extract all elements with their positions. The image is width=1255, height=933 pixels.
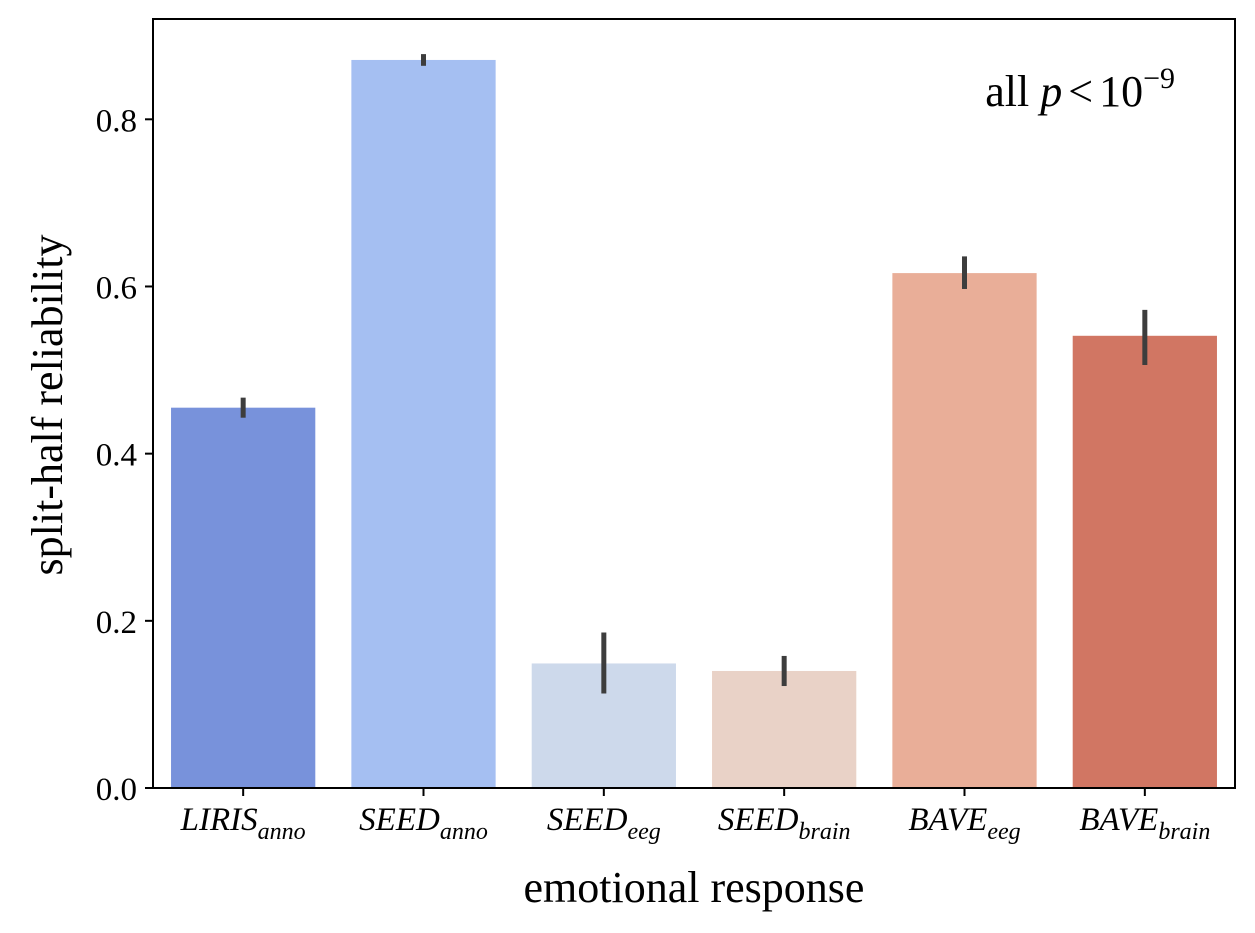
y-tick-label: 0.2 <box>96 605 137 641</box>
bar-BAVEbrain <box>1072 335 1217 788</box>
y-tick-label: 0.6 <box>96 270 137 306</box>
x-tick-label-subscript: brain <box>798 819 850 845</box>
x-tick-label-subscript: brain <box>1158 819 1210 845</box>
bar-SEEDanno <box>351 59 496 789</box>
error-bars-group <box>240 54 1148 694</box>
y-axis: 0.0 0.2 0.4 0.6 0.8 <box>96 103 153 808</box>
x-tick-label-LIRISanno: LIRISanno <box>180 802 306 845</box>
y-axis-title: split-half reliability <box>23 235 72 576</box>
x-tick-label-BAVEeeg: BAVEeeg <box>908 802 1020 845</box>
x-tick-label-base: SEED <box>718 802 799 838</box>
x-tick-label-SEEDanno: SEEDanno <box>359 802 488 845</box>
x-tick-label-subscript: anno <box>440 819 488 845</box>
significance-annotation: all p <10−9 <box>985 62 1175 116</box>
x-tick-label-subscript: eeg <box>987 819 1020 845</box>
bar-SEEDbrain <box>712 670 857 788</box>
x-tick-label-base: BAVE <box>1079 802 1158 838</box>
x-axis: LIRISanno SEEDanno SEEDeeg SEEDbrain BAVEeeg… <box>180 788 1210 845</box>
y-tick-label: 0.0 <box>96 772 137 808</box>
bar-BAVEeeg <box>892 273 1037 788</box>
x-tick-label-base: SEED <box>359 802 440 838</box>
y-tick-label: 0.4 <box>96 438 137 474</box>
bar-LIRISanno <box>171 407 316 788</box>
x-tick-label-base: SEED <box>547 802 628 838</box>
plot-frame <box>152 18 1236 789</box>
bars-group <box>171 59 1217 789</box>
annotation-exponent: −9 <box>1143 62 1175 95</box>
x-tick-label-SEEDeeg: SEEDeeg <box>547 802 661 845</box>
x-tick-label-base: LIRIS <box>180 802 258 838</box>
x-tick-label-BAVEbrain: BAVEbrain <box>1079 802 1210 845</box>
x-tick-label-subscript: anno <box>258 819 306 845</box>
x-axis-title: emotional response <box>524 863 865 912</box>
x-tick-label-SEEDbrain: SEEDbrain <box>718 802 851 845</box>
annotation-base: 10 <box>1099 67 1143 116</box>
x-tick-label-base: BAVE <box>908 802 987 838</box>
y-tick-label: 0.8 <box>96 103 137 139</box>
annotation-prefix: all <box>985 67 1029 116</box>
annotation-operator: < <box>1068 67 1093 116</box>
x-tick-label-subscript: eeg <box>628 819 661 845</box>
annotation-variable: p <box>1037 67 1062 116</box>
